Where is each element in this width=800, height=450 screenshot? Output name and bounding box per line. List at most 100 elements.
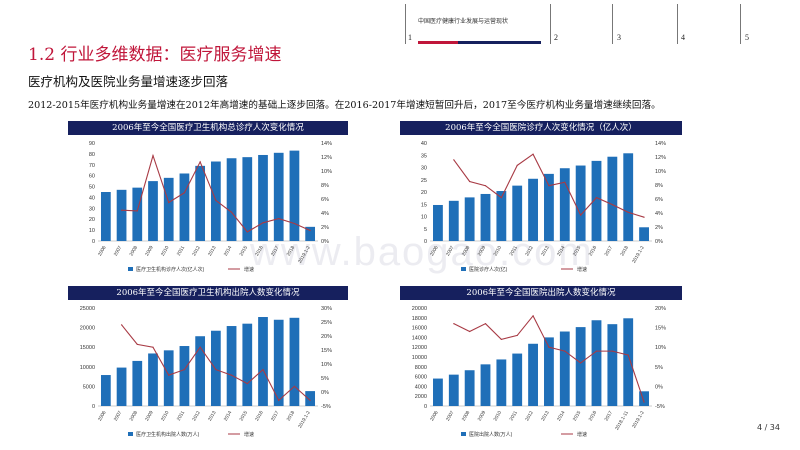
y2-tick-label: 0%	[655, 384, 663, 390]
growth-point	[627, 354, 629, 356]
bar	[289, 317, 300, 406]
bar	[289, 150, 300, 241]
growth-point	[293, 222, 296, 225]
y-tick-label: 5	[424, 227, 427, 233]
legend-bar-label: 医疗卫生机构诊疗人次(亿人次)	[136, 266, 205, 273]
bar	[258, 317, 268, 406]
y-tick-label: 25	[421, 178, 427, 184]
growth-point	[230, 374, 233, 376]
bar	[496, 359, 507, 406]
growth-point	[199, 161, 201, 163]
x-tick-label: 2019.1-2	[297, 245, 312, 265]
bar	[639, 391, 649, 406]
x-tick-label: 2012	[191, 245, 202, 258]
bar	[210, 330, 221, 406]
x-tick-label: 2006	[97, 245, 108, 258]
bar	[163, 177, 174, 241]
nav-section-1[interactable]: 1	[408, 33, 412, 42]
top-navigation: 中国医疗健康行业发展与运营现状 1 2 3 4 5	[400, 0, 800, 48]
x-tick-label: 2014	[556, 245, 567, 258]
y2-tick-label: 14%	[321, 141, 332, 147]
chart-hospital-visits: 2006年至今全国医院诊疗人次变化情况（亿人次） 0 5 10 15 20 25 30 35 40…	[400, 121, 682, 277]
growth-point	[309, 229, 311, 232]
growth-point	[262, 222, 264, 224]
y2-tick-label: 15%	[321, 348, 332, 354]
page-number: 4 / 34	[756, 423, 780, 432]
growth-point	[564, 181, 566, 183]
growth-point	[453, 323, 455, 325]
x-tick-label: 2018	[286, 410, 297, 423]
x-tick-label: 2013	[540, 245, 551, 258]
legend-bar-swatch	[128, 432, 133, 436]
y2-tick-label: 10%	[321, 169, 332, 175]
bar	[623, 153, 634, 241]
bar	[639, 227, 649, 241]
x-tick-label: 2011	[509, 410, 520, 422]
y2-tick-label: -5%	[321, 404, 331, 410]
y2-tick-label: 8%	[655, 183, 663, 189]
chart-institution-discharges: 2006年至今全国医疗卫生机构出院人数变化情况 0 5000 10000 15000 20…	[68, 286, 348, 442]
nav-section-4[interactable]: 4	[681, 33, 685, 42]
y2-tick-label: 25%	[321, 320, 332, 326]
x-tick-label: 2007	[445, 410, 456, 423]
nav-section-5[interactable]: 5	[745, 33, 749, 42]
y-tick-label: 70	[89, 163, 95, 169]
y2-tick-label: 4%	[321, 211, 329, 217]
growth-point	[516, 164, 518, 166]
x-tick-label: 2009	[477, 245, 488, 258]
growth-point	[168, 201, 170, 204]
growth-point	[230, 211, 233, 213]
bar	[305, 391, 316, 406]
growth-point	[246, 383, 248, 385]
y2-tick-label: 15%	[655, 326, 666, 332]
growth-point	[532, 315, 534, 317]
y-tick-label: 90	[89, 141, 95, 147]
y2-tick-label: 5%	[321, 376, 329, 382]
y-tick-label: 10000	[412, 355, 427, 361]
bar	[100, 375, 111, 406]
bar	[273, 152, 284, 241]
growth-point	[469, 330, 471, 333]
x-tick-label: 2018	[619, 245, 630, 258]
x-tick-label: 2016	[588, 410, 599, 423]
bar	[226, 326, 237, 406]
legend-line-label: 增速	[577, 431, 587, 438]
bar	[210, 161, 221, 241]
x-tick-label: 2006	[429, 410, 440, 423]
nav-separator	[405, 4, 406, 44]
x-tick-label: 2016	[588, 245, 599, 258]
x-tick-label: 2012	[524, 245, 535, 258]
y-tick-label: 20000	[80, 326, 95, 332]
y2-tick-label: 5%	[655, 365, 663, 371]
nav-progress-bar	[418, 41, 541, 44]
bar	[607, 324, 618, 406]
nav-section-2[interactable]: 2	[554, 33, 558, 42]
x-tick-label: 2014	[223, 245, 234, 258]
growth-point	[199, 346, 201, 348]
x-tick-label: 2013	[207, 410, 218, 423]
x-tick-label: 2018.1-11	[614, 410, 630, 432]
growth-point	[120, 209, 123, 211]
x-tick-label: 2008	[128, 410, 139, 423]
x-tick-label: 2016	[254, 410, 265, 423]
bar	[116, 189, 127, 241]
nav-separator	[677, 4, 678, 44]
x-tick-label: 2016	[254, 245, 265, 258]
y-tick-label: 18000	[412, 316, 427, 322]
growth-point	[183, 192, 186, 194]
bar	[179, 173, 190, 241]
x-tick-label: 2013	[540, 410, 551, 423]
nav-section-3[interactable]: 3	[617, 33, 621, 42]
bar	[528, 343, 538, 406]
legend-bar-swatch	[461, 432, 466, 436]
x-tick-label: 2010	[160, 410, 171, 423]
bar	[195, 336, 206, 406]
page-description: 2012-2015年医疗机构业务量增速在2012年高增速的基础上逐步回落。在20…	[28, 100, 661, 111]
bar	[148, 181, 158, 241]
bar	[559, 168, 570, 241]
y2-tick-label: 20%	[321, 334, 332, 340]
x-tick-label: 2015	[572, 245, 583, 258]
y2-tick-label: -5%	[655, 404, 665, 410]
y-tick-label: 30	[421, 166, 427, 172]
bar	[607, 156, 618, 241]
